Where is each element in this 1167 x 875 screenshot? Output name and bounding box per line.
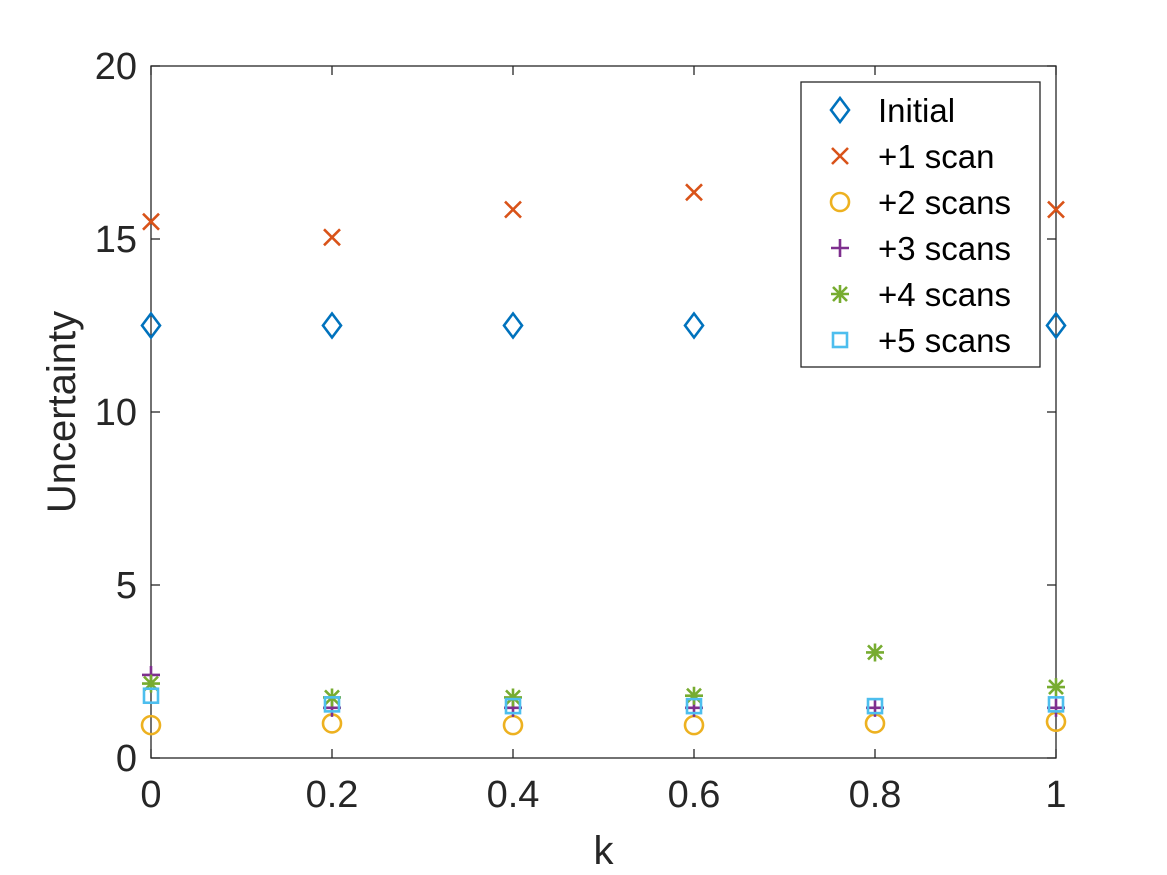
series-5 (142, 687, 1065, 715)
data-point-x (323, 228, 341, 247)
y-tick-label: 15 (95, 219, 137, 261)
data-point-square (504, 697, 522, 715)
x-tick-label: 0.2 (306, 774, 359, 816)
data-point-diamond (321, 311, 343, 340)
y-axis-label: Uncertainty (40, 311, 84, 513)
y-tick-label: 20 (95, 46, 137, 88)
y-tick-label: 0 (116, 738, 137, 780)
data-point-x (504, 200, 522, 219)
data-point-asterisk (685, 686, 703, 705)
marks-layer (140, 183, 1067, 736)
series-0 (140, 311, 1067, 340)
data-point-asterisk (504, 688, 522, 707)
legend-item: +3 scans (831, 230, 1011, 267)
legend-label: +2 scans (878, 184, 1011, 221)
data-point-square (866, 697, 884, 715)
data-point-square (142, 687, 160, 705)
legend-marker-x (831, 147, 849, 165)
legend: Initial +1 scan +2 scans +3 scans +4 scans +5… (800, 81, 1041, 368)
y-tick-label: 5 (116, 565, 137, 607)
x-tick-label: 0 (140, 774, 161, 816)
x-tick-label: 0.8 (849, 774, 902, 816)
legend-item: +1 scan (831, 138, 995, 175)
data-point-asterisk (1047, 678, 1065, 697)
series-1 (142, 183, 1065, 247)
data-point-diamond (140, 311, 162, 340)
legend-item: Initial (829, 92, 955, 129)
legend-label: +5 scans (878, 322, 1011, 359)
legend-box (800, 81, 1041, 368)
data-point-x (1047, 200, 1065, 219)
x-tick-label: 1 (1045, 774, 1066, 816)
data-point-x (142, 212, 160, 231)
x-tick-label: 0.4 (487, 774, 540, 816)
series-4 (142, 643, 1065, 707)
legend-label: Initial (878, 92, 955, 129)
data-point-square (685, 697, 703, 715)
legend-item: +5 scans (831, 322, 1011, 359)
legend-marker-diamond (829, 95, 851, 125)
data-point-asterisk (142, 674, 160, 693)
data-point-square (1047, 696, 1065, 713)
x-axis-label: k (594, 829, 615, 873)
data-point-circle (140, 714, 162, 736)
legend-label: +1 scan (878, 138, 995, 175)
legend-label: +4 scans (878, 276, 1011, 313)
legend-item: +2 scans (829, 184, 1011, 221)
data-point-diamond (502, 311, 524, 340)
y-tick-label: 10 (95, 392, 137, 434)
legend-item: +4 scans (831, 276, 1011, 313)
x-tick-label: 0.6 (668, 774, 721, 816)
data-point-square (323, 696, 341, 713)
data-point-x (685, 183, 703, 202)
legend-marker-asterisk (831, 285, 849, 303)
legend-label: +3 scans (878, 230, 1011, 267)
data-point-asterisk (866, 643, 884, 662)
legend-marker-circle (829, 191, 851, 213)
legend-marker-plus (831, 239, 849, 257)
legend-marker-square (831, 331, 849, 349)
data-point-diamond (683, 311, 705, 340)
data-point-diamond (1045, 311, 1067, 340)
